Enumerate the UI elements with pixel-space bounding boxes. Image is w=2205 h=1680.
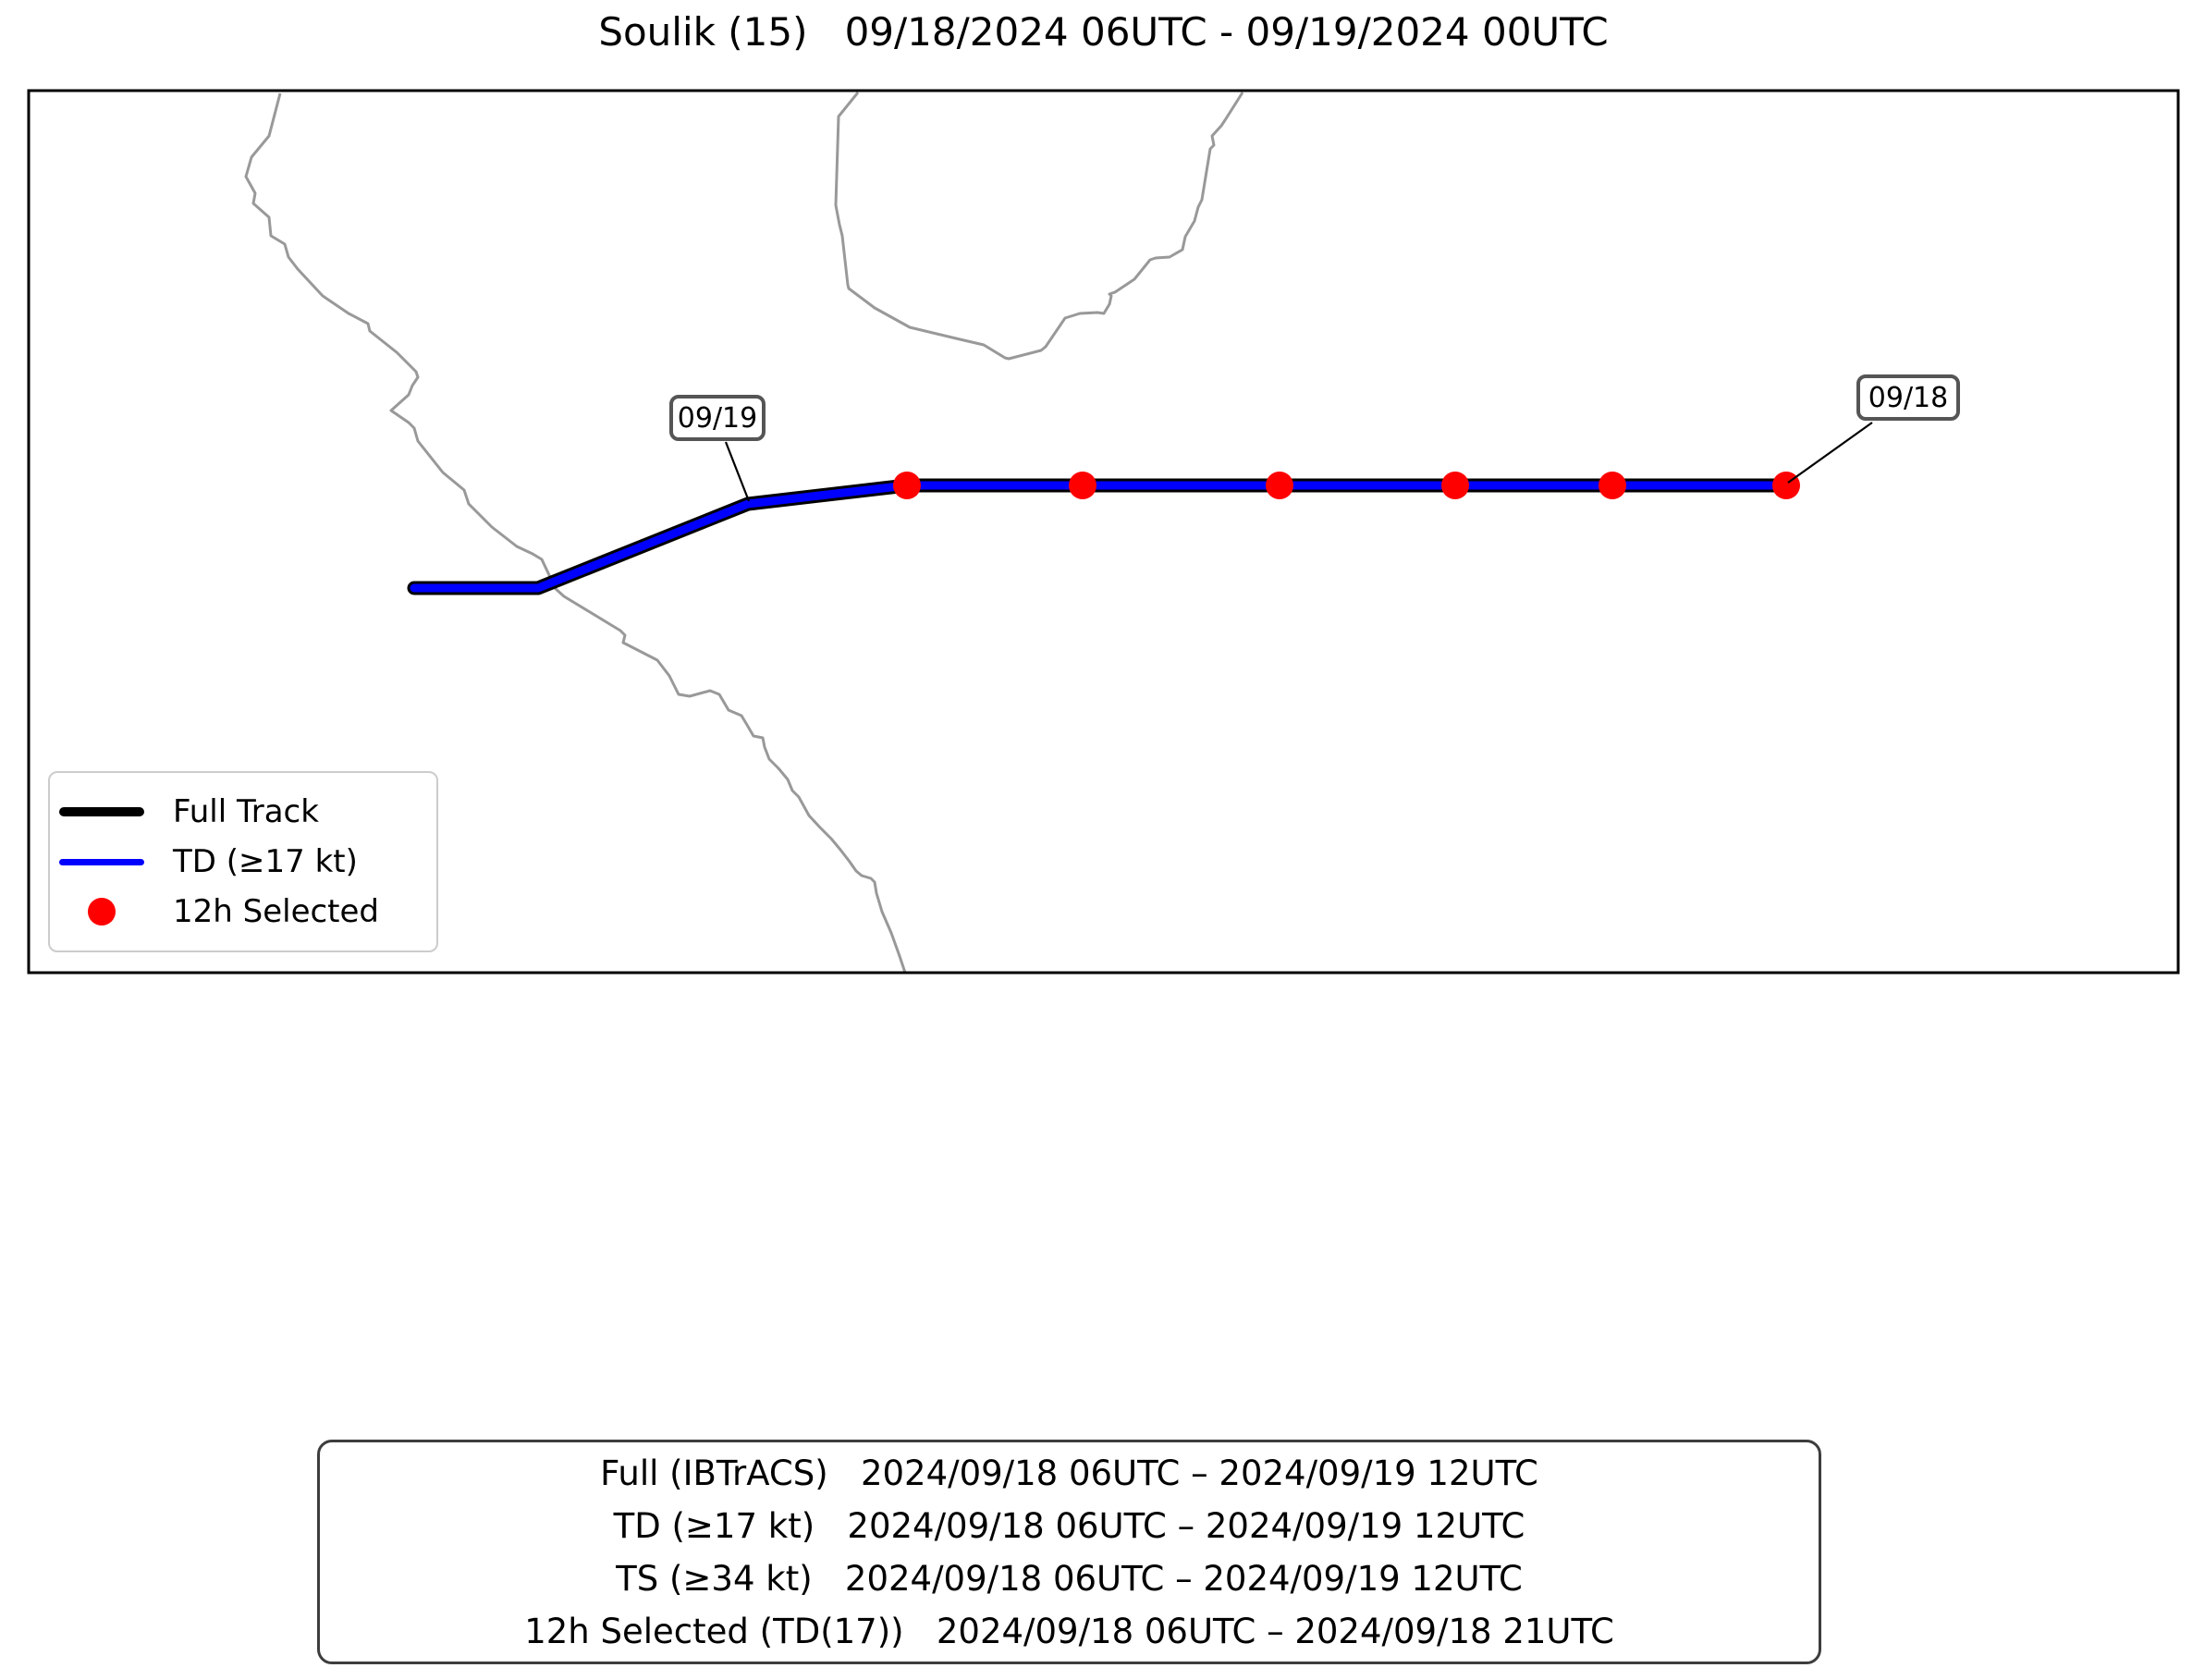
- selected-point-marker: [893, 472, 921, 499]
- full-track-line: [407, 478, 1794, 595]
- legend-swatch-col: [50, 898, 153, 926]
- td-line-swatch: [59, 858, 144, 865]
- map-frame: [27, 89, 2180, 975]
- summary-box: Full (IBTrACS) 2024/09/18 06UTC – 2024/0…: [317, 1440, 1821, 1664]
- selected-point-marker: [1069, 472, 1096, 499]
- legend-swatch-col: [50, 858, 153, 865]
- legend-label-td: TD (≥17 kt): [173, 843, 358, 880]
- full-track-line-swatch: [59, 807, 144, 816]
- chart-title: Soulik (15) 09/18/2024 06UTC - 09/19/202…: [598, 9, 1609, 55]
- annotation-leader-line: [1787, 422, 1873, 484]
- date-label-09-18: 09/18: [1856, 374, 1960, 421]
- summary-line-td: TD (≥17 kt) 2024/09/18 06UTC – 2024/09/1…: [613, 1505, 1525, 1546]
- legend-label-full-track: Full Track: [173, 793, 319, 830]
- selected-point-marker: [1266, 472, 1293, 499]
- selected-point-marker: [1772, 472, 1800, 499]
- summary-line-12h-selected: 12h Selected (TD(17)) 2024/09/18 06UTC –…: [524, 1611, 1614, 1651]
- coastline: [244, 92, 907, 974]
- selected-dot-swatch: [88, 898, 116, 926]
- legend-item-12h-selected: 12h Selected: [50, 893, 436, 930]
- legend-item-td: TD (≥17 kt): [50, 843, 436, 880]
- summary-line-ts: TS (≥34 kt) 2024/09/18 06UTC – 2024/09/1…: [616, 1558, 1523, 1599]
- td-track-line: [410, 481, 1791, 593]
- selected-point-marker: [1599, 472, 1626, 499]
- coastline: [834, 92, 1244, 361]
- legend: Full Track TD (≥17 kt) 12h Selected: [48, 771, 438, 952]
- legend-item-full-track: Full Track: [50, 793, 436, 830]
- summary-line-full: Full (IBTrACS) 2024/09/18 06UTC – 2024/0…: [600, 1453, 1538, 1493]
- selected-point-marker: [1441, 472, 1469, 499]
- legend-label-12h-selected: 12h Selected: [173, 893, 380, 930]
- date-label-09-19: 09/19: [669, 395, 766, 441]
- annotation-leader-line: [724, 441, 751, 502]
- legend-swatch-col: [50, 807, 153, 816]
